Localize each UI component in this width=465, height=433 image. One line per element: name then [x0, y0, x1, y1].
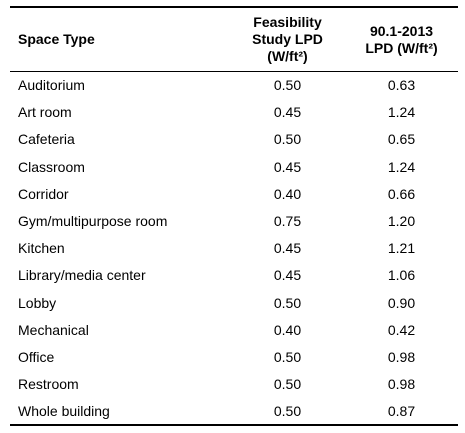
standard-lpd-cell: 0.90 — [387, 294, 416, 311]
feasibility-lpd-cell: 0.75 — [273, 213, 302, 230]
space-type-cell: Cafeteria — [18, 131, 75, 148]
table-row: Gym/multipurpose room 0.75 1.20 — [10, 207, 458, 234]
table-row: Art room 0.45 1.24 — [10, 99, 458, 126]
header-standard-line1: 90.1-2013 — [369, 22, 434, 39]
table-body: Auditorium 0.50 0.63 Art room 0.45 1.24 Cafete… — [10, 72, 458, 425]
standard-lpd-cell: 0.66 — [387, 185, 416, 202]
standard-lpd-cell: 0.87 — [387, 402, 416, 419]
standard-lpd-cell: 0.63 — [387, 77, 416, 94]
standard-lpd-cell: 1.24 — [387, 158, 416, 175]
feasibility-lpd-cell: 0.45 — [273, 267, 302, 284]
space-type-cell: Art room — [18, 104, 72, 121]
standard-lpd-cell: 0.98 — [387, 376, 416, 393]
table-row: Lobby 0.50 0.90 — [10, 289, 458, 316]
space-type-cell: Kitchen — [18, 240, 65, 257]
header-feasibility-line1: Feasibility — [253, 14, 322, 30]
feasibility-lpd-cell: 0.50 — [273, 376, 302, 393]
feasibility-lpd-cell: 0.40 — [273, 185, 302, 202]
standard-lpd-cell: 0.42 — [387, 321, 416, 338]
feasibility-lpd-cell: 0.40 — [273, 321, 302, 338]
header-standard-line2: LPD (W/ft²) — [365, 39, 438, 56]
header-row: Space Type Feasibility Study LPD (W/ft²)… — [10, 7, 458, 72]
space-type-cell: Mechanical — [18, 321, 89, 338]
header-space-type-label: Space Type — [18, 31, 95, 47]
space-type-cell: Library/media center — [18, 267, 146, 284]
table-row: Library/media center 0.45 1.06 — [10, 262, 458, 289]
feasibility-lpd-cell: 0.45 — [273, 158, 302, 175]
standard-lpd-cell: 0.98 — [387, 348, 416, 365]
standard-lpd-cell: 1.06 — [387, 267, 416, 284]
header-feasibility-line3: (W/ft²) — [267, 48, 308, 64]
table-row: Classroom 0.45 1.24 — [10, 153, 458, 180]
feasibility-lpd-cell: 0.45 — [273, 240, 302, 257]
table-row: Corridor 0.40 0.66 — [10, 180, 458, 207]
feasibility-lpd-cell: 0.50 — [273, 402, 302, 419]
space-type-cell: Office — [18, 348, 55, 365]
feasibility-lpd-cell: 0.45 — [273, 104, 302, 121]
space-type-cell: Auditorium — [18, 77, 85, 94]
feasibility-lpd-cell: 0.50 — [273, 77, 302, 94]
table-row: Auditorium 0.50 0.63 — [10, 72, 458, 99]
header-space-type: Space Type — [10, 7, 230, 72]
standard-lpd-cell: 0.65 — [387, 131, 416, 148]
table-row: Whole building 0.50 0.87 — [10, 398, 458, 425]
table-row: Office 0.50 0.98 — [10, 343, 458, 370]
feasibility-lpd-cell: 0.50 — [273, 131, 302, 148]
table-row: Mechanical 0.40 0.42 — [10, 316, 458, 343]
standard-lpd-cell: 1.21 — [387, 240, 416, 257]
space-type-cell: Gym/multipurpose room — [18, 213, 168, 230]
header-feasibility-lpd: Feasibility Study LPD (W/ft²) — [230, 7, 345, 72]
table-row: Kitchen 0.45 1.21 — [10, 235, 458, 262]
table-row: Restroom 0.50 0.98 — [10, 371, 458, 398]
standard-lpd-cell: 1.20 — [387, 213, 416, 230]
table-header: Space Type Feasibility Study LPD (W/ft²)… — [10, 7, 458, 72]
header-feasibility-line2: Study LPD — [252, 31, 323, 47]
space-type-cell: Corridor — [18, 185, 69, 202]
feasibility-lpd-cell: 0.50 — [273, 348, 302, 365]
standard-lpd-cell: 1.24 — [387, 104, 416, 121]
lpd-comparison-table: Space Type Feasibility Study LPD (W/ft²)… — [10, 6, 458, 426]
space-type-cell: Classroom — [18, 158, 85, 175]
space-type-cell: Lobby — [18, 294, 57, 311]
space-type-cell: Whole building — [18, 402, 110, 419]
table-row: Cafeteria 0.50 0.65 — [10, 126, 458, 153]
space-type-cell: Restroom — [18, 376, 79, 393]
header-standard-lpd: 90.1-2013 LPD (W/ft²) — [345, 7, 458, 72]
feasibility-lpd-cell: 0.50 — [273, 294, 302, 311]
